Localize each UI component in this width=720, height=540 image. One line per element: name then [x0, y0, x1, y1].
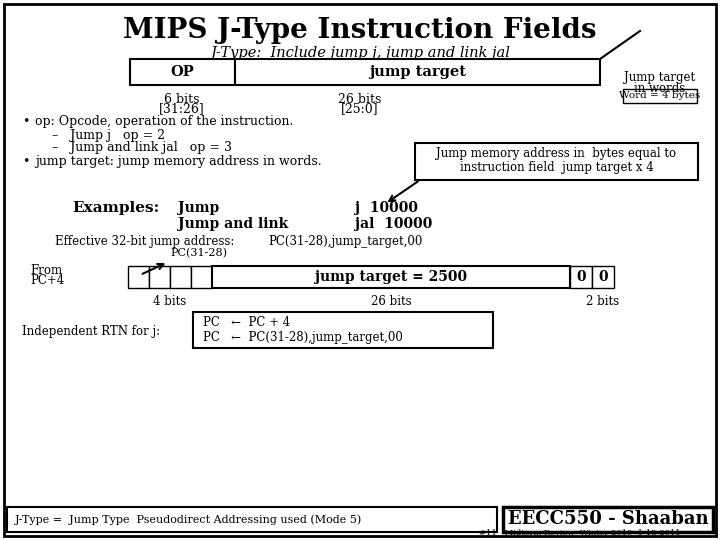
Text: Jump memory address in  bytes equal to
instruction field  jump target x 4: Jump memory address in bytes equal to in…: [436, 146, 677, 174]
Bar: [570, 266, 592, 288]
Text: 26 bits: 26 bits: [338, 93, 382, 106]
Text: [25:0]: [25:0]: [341, 102, 379, 115]
Bar: [130, 59, 235, 85]
Text: MIPS J-Type Instruction Fields: MIPS J-Type Instruction Fields: [123, 17, 597, 44]
Text: PC(31-28): PC(31-28): [170, 248, 227, 258]
Text: •: •: [22, 156, 30, 168]
Text: 0: 0: [598, 270, 608, 284]
Text: Word = 4 bytes: Word = 4 bytes: [619, 91, 701, 100]
Text: Independent RTN for j:: Independent RTN for j:: [22, 325, 160, 338]
Text: Jump and link: Jump and link: [178, 217, 288, 231]
Bar: [212, 266, 570, 288]
Bar: [7, 507, 497, 532]
Bar: [415, 143, 698, 180]
Text: jump target: jump target: [369, 65, 466, 79]
Bar: [170, 266, 191, 288]
Bar: [623, 89, 697, 103]
Bar: [193, 312, 493, 348]
Text: From: From: [30, 265, 62, 278]
Text: J-Type =  Jump Type  Pseudodirect Addressing used (Mode 5): J-Type = Jump Type Pseudodirect Addressi…: [15, 514, 362, 525]
Text: 6 bits: 6 bits: [164, 93, 199, 106]
Bar: [191, 266, 212, 288]
Bar: [128, 266, 149, 288]
Text: jal  10000: jal 10000: [355, 217, 433, 231]
Text: –   Jump and link jal   op = 3: – Jump and link jal op = 3: [52, 141, 232, 154]
Text: J-Type:  Include jump j, jump and link jal: J-Type: Include jump j, jump and link ja…: [210, 46, 510, 60]
Text: 2 bits: 2 bits: [586, 295, 620, 308]
Text: #11   Midterm Review  Winter 2010  1-18-2011: #11 Midterm Review Winter 2010 1-18-2011: [480, 529, 681, 537]
Bar: [235, 59, 600, 85]
Text: PC+4: PC+4: [30, 274, 64, 287]
Text: PC   ←  PC(31-28),jump_target,00: PC ← PC(31-28),jump_target,00: [203, 332, 403, 345]
Text: 26 bits: 26 bits: [371, 295, 411, 308]
Text: 4 bits: 4 bits: [153, 295, 186, 308]
Text: Jump: Jump: [178, 201, 220, 215]
Text: j  10000: j 10000: [355, 201, 418, 215]
Bar: [149, 266, 170, 288]
Text: op: Opcode, operation of the instruction.: op: Opcode, operation of the instruction…: [35, 116, 293, 129]
Text: Effective 32-bit jump address:: Effective 32-bit jump address:: [55, 234, 235, 247]
Text: in words: in words: [634, 83, 685, 96]
Text: [31:26]: [31:26]: [159, 102, 205, 115]
Text: –   Jump j   op = 2: – Jump j op = 2: [52, 129, 165, 141]
Text: Examples:: Examples:: [72, 201, 159, 215]
Text: jump target: jump memory address in words.: jump target: jump memory address in word…: [35, 156, 322, 168]
Text: 0: 0: [576, 270, 586, 284]
Bar: [503, 507, 713, 532]
Text: Jump target: Jump target: [624, 71, 696, 84]
Text: PC   ←  PC + 4: PC ← PC + 4: [203, 315, 290, 328]
Bar: [592, 266, 614, 288]
Text: PC(31-28),jump_target,00: PC(31-28),jump_target,00: [268, 234, 423, 247]
Text: EECC550 - Shaaban: EECC550 - Shaaban: [508, 510, 708, 529]
Text: jump target = 2500: jump target = 2500: [315, 270, 467, 284]
Text: •: •: [22, 116, 30, 129]
Text: OP: OP: [171, 65, 194, 79]
